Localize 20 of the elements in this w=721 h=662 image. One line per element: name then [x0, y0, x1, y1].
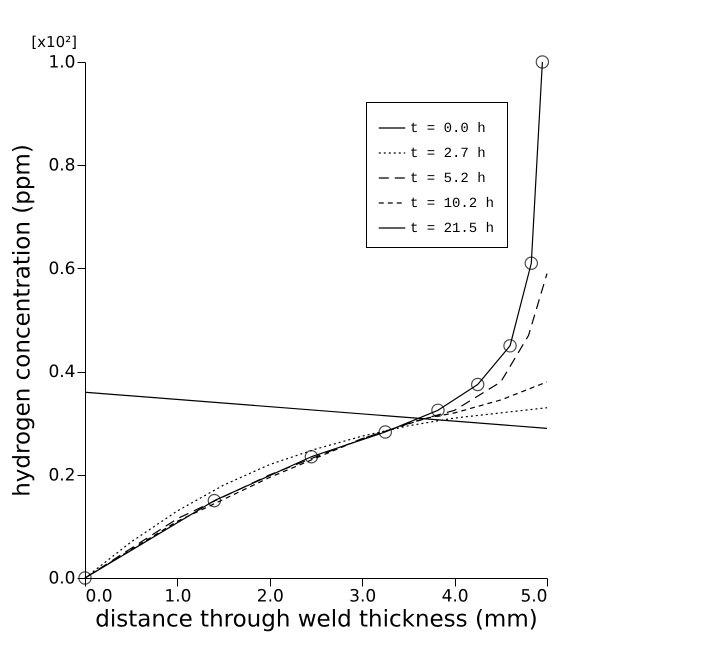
- y-axis-title: hydrogen concentration (ppm): [9, 144, 36, 497]
- x-tick-label: 0.0: [86, 586, 113, 606]
- legend-label: t = 5.2 h: [410, 171, 486, 187]
- y-tick-label: 1.0: [48, 52, 76, 72]
- y-tick-label: 0.4: [48, 362, 76, 382]
- y-tick-label: 0.6: [48, 258, 76, 279]
- x-tick-label: 1.0: [164, 586, 192, 606]
- y-tick-label: 0.2: [48, 465, 76, 486]
- legend-label: t = 2.7 h: [410, 146, 486, 162]
- x-tick-label: 2.0: [256, 586, 284, 606]
- x-tick-label: 3.0: [349, 586, 376, 606]
- legend-label: t = 21.5 h: [410, 221, 494, 237]
- x-tick-label: 4.0: [442, 586, 469, 606]
- x-tick-label: 5.0: [520, 586, 548, 606]
- legend-label: t = 10.2 h: [410, 196, 494, 212]
- legend-label: t = 0.0 h: [410, 121, 486, 137]
- y-tick-label: 0.8: [48, 156, 76, 176]
- text: [x10²]: [31, 33, 77, 51]
- x-axis-title: distance through weld thickness (mm): [95, 606, 538, 632]
- y-tick-label: 0.0: [48, 568, 76, 588]
